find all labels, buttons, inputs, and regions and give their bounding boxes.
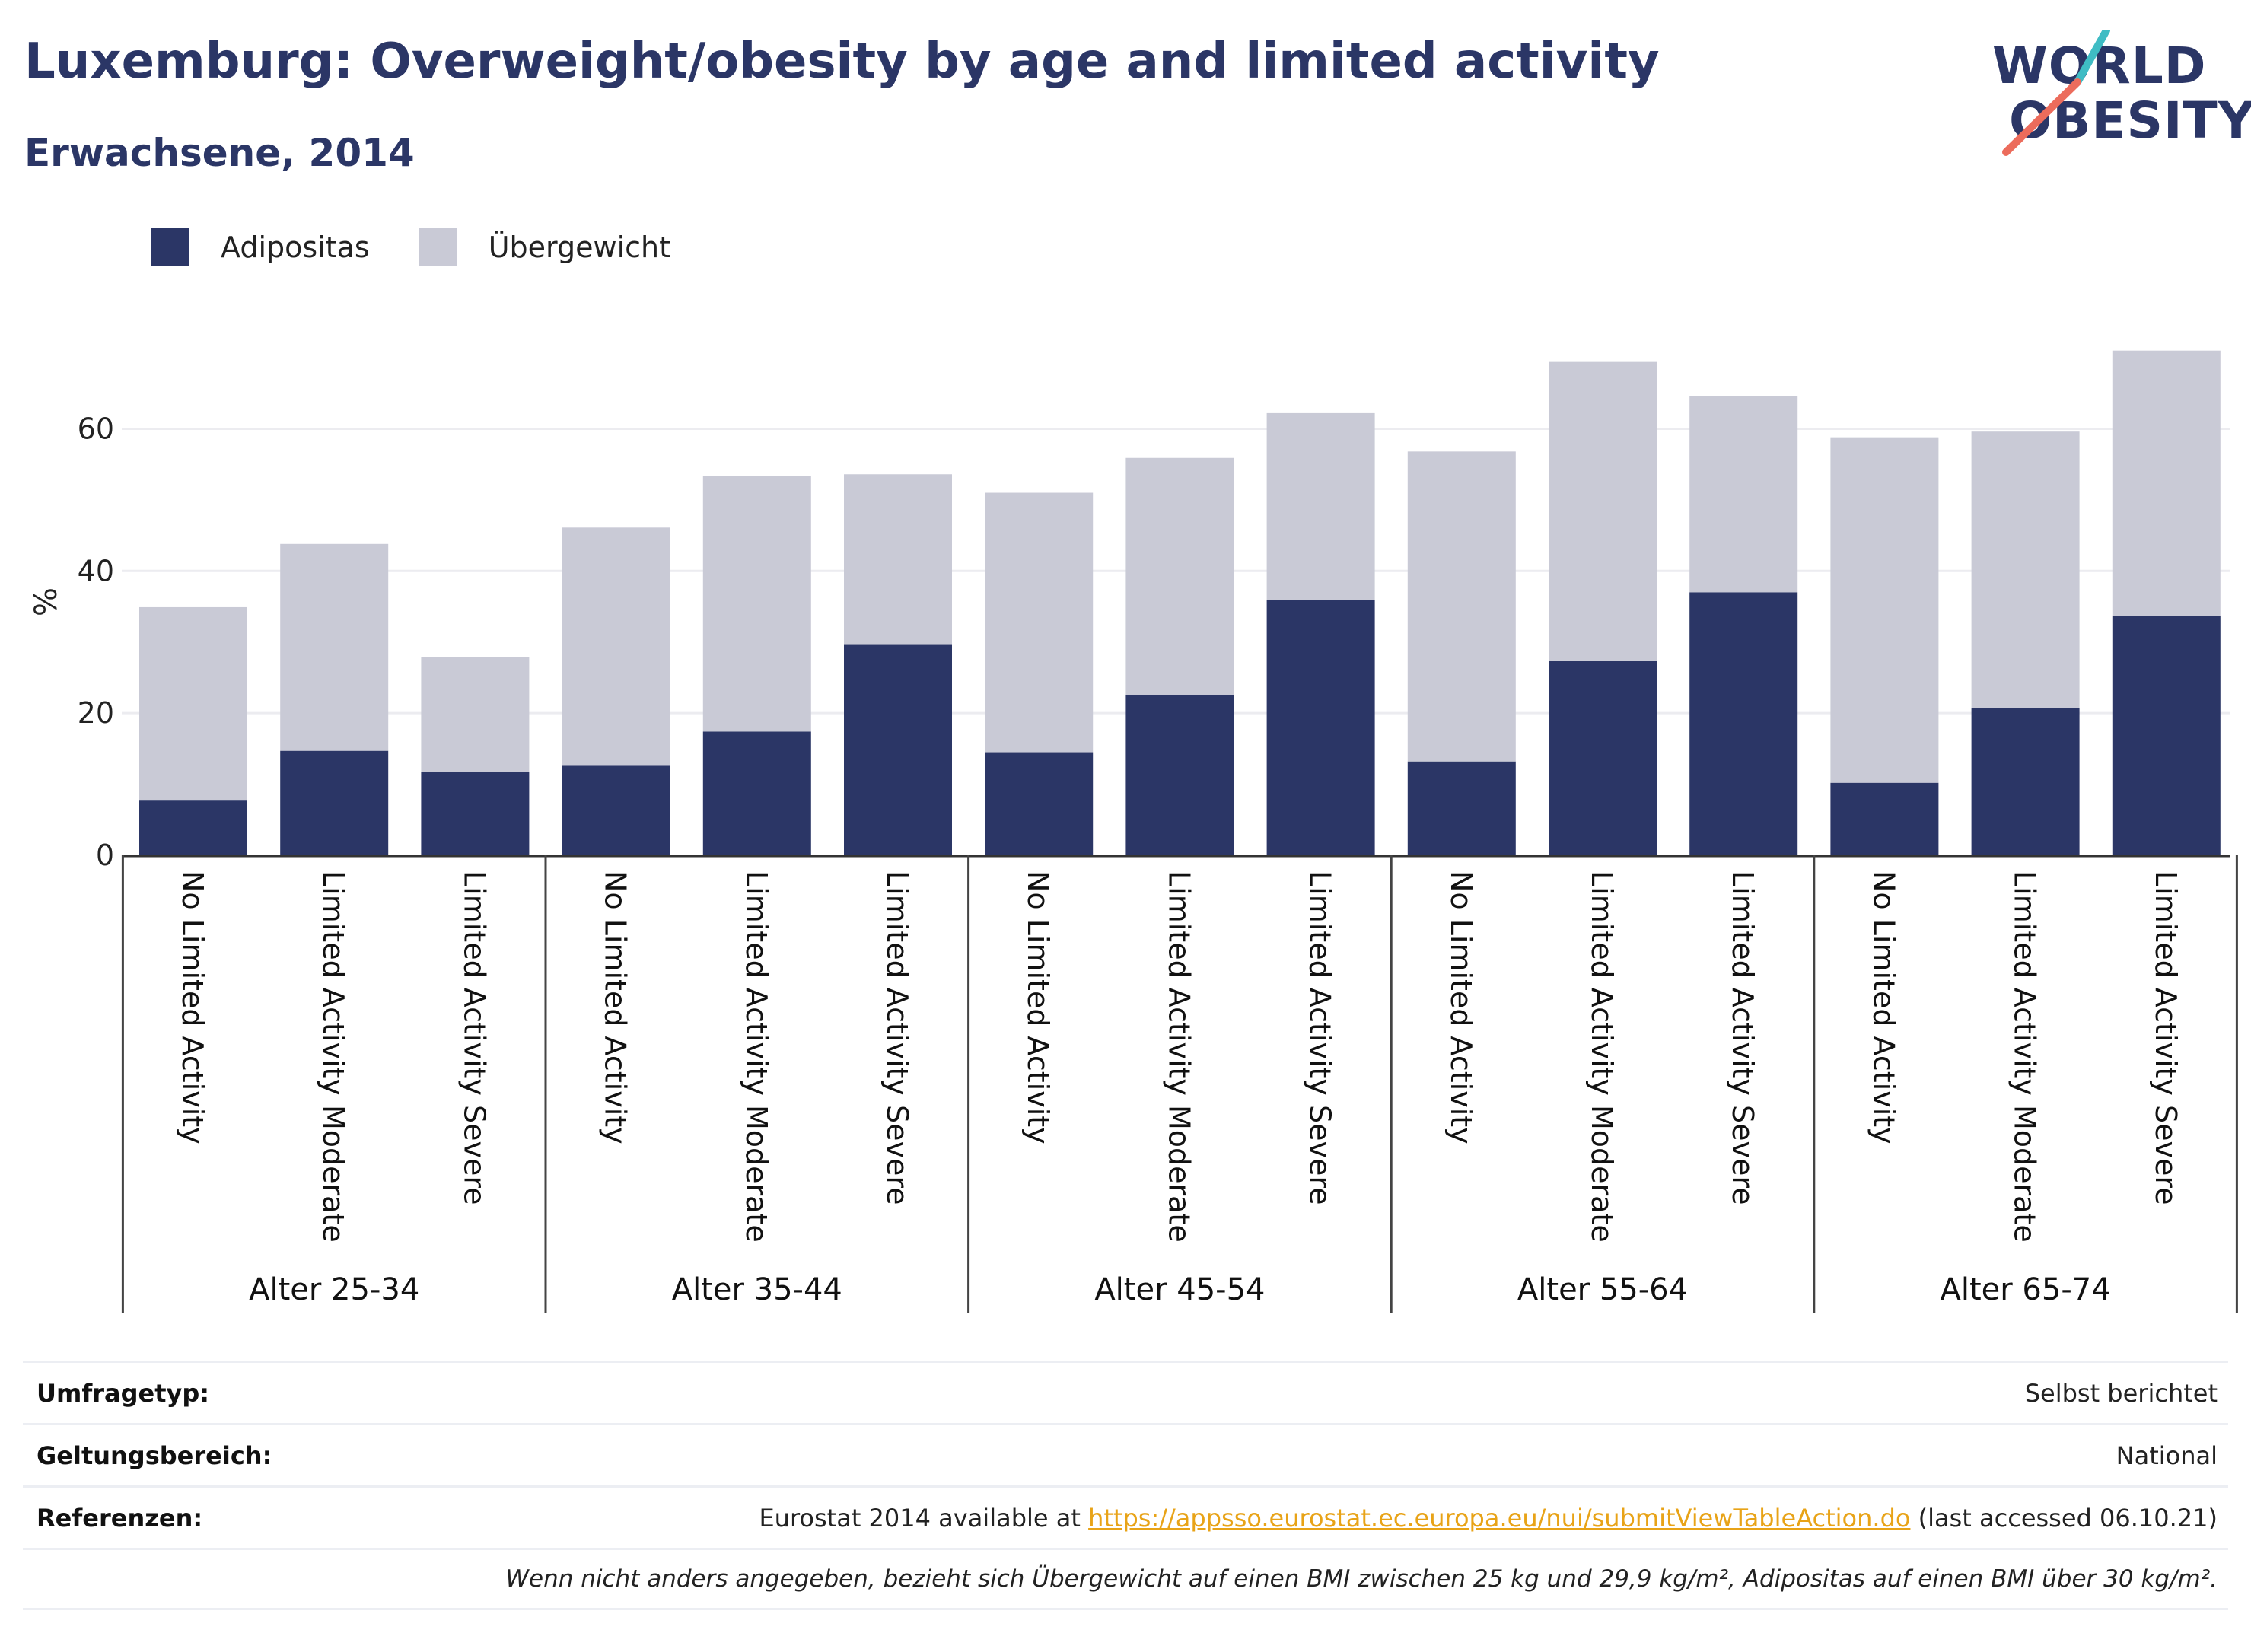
bar-uebergewicht — [2112, 350, 2221, 616]
x-category-label: Limited Activity Severe — [1304, 871, 1337, 1205]
bar-adipositas — [702, 731, 811, 855]
bar-adipositas — [421, 772, 530, 855]
references-prefix: Eurostat 2014 available at — [759, 1503, 1089, 1533]
y-axis-label: % — [29, 587, 64, 616]
references-link[interactable]: https://appsso.eurostat.ec.europa.eu/nui… — [1088, 1503, 1911, 1533]
x-category-label: No Limited Activity — [1021, 871, 1055, 1144]
x-group-label: Alter 55-64 — [1517, 1272, 1688, 1307]
logo-line-2: OBESITY — [2009, 91, 2251, 150]
bar-adipositas — [139, 800, 247, 855]
legend-item-adipositas[interactable]: Adipositas — [151, 228, 370, 266]
y-tick-label: 40 — [78, 554, 114, 587]
bar-uebergewicht — [1971, 431, 2080, 708]
bar-uebergewicht — [1830, 437, 1939, 783]
bar-adipositas — [844, 644, 952, 855]
bar-uebergewicht — [702, 476, 811, 732]
x-category-label: Limited Activity Moderate — [1585, 871, 1619, 1243]
x-category-label: No Limited Activity — [1444, 871, 1478, 1144]
legend-swatch-adipositas — [151, 228, 189, 266]
x-category-label: Limited Activity Moderate — [1162, 871, 1196, 1243]
x-category-label: No Limited Activity — [1867, 871, 1900, 1144]
y-tick-label: 60 — [78, 412, 114, 445]
bar-uebergewicht — [985, 492, 1094, 753]
bar-uebergewicht — [1549, 361, 1657, 661]
footer-note: Wenn nicht anders angegeben, bezieht sic… — [505, 1565, 2218, 1593]
bar-uebergewicht — [1266, 412, 1375, 600]
x-category-label: Limited Activity Moderate — [317, 871, 350, 1243]
legend-label-adipositas: Adipositas — [221, 231, 370, 264]
x-category-label: No Limited Activity — [599, 871, 632, 1144]
y-tick-label: 20 — [78, 696, 114, 730]
chart-footer: Umfragetyp: Selbst berichtet Geltungsber… — [23, 1361, 2228, 1610]
bar-adipositas — [1126, 694, 1234, 855]
bar-adipositas — [1407, 761, 1516, 855]
footer-row-note: Wenn nicht anders angegeben, bezieht sic… — [23, 1548, 2228, 1610]
bar-uebergewicht — [1126, 457, 1234, 695]
bar-uebergewicht — [421, 657, 530, 772]
bar-adipositas — [1971, 708, 2080, 855]
x-category-label: Limited Activity Severe — [880, 871, 914, 1205]
bar-uebergewicht — [844, 474, 952, 645]
bar-uebergewicht — [562, 527, 670, 766]
references-suffix: (last accessed 06.10.21) — [1910, 1503, 2218, 1533]
bar-adipositas — [1549, 660, 1657, 855]
world-obesity-logo: WORLD OBESITY — [1979, 30, 2251, 160]
footer-value: Eurostat 2014 available at https://appss… — [759, 1504, 2218, 1533]
x-category-label: Limited Activity Moderate — [2008, 871, 2042, 1243]
footer-value: National — [2116, 1440, 2218, 1470]
footer-label: Geltungsbereich: — [37, 1440, 272, 1470]
x-category-label: Limited Activity Severe — [457, 871, 491, 1205]
x-group-label: Alter 25-34 — [249, 1272, 419, 1307]
footer-row-scope: Geltungsbereich: National — [23, 1423, 2228, 1485]
chart-subtitle: Erwachsene, 2014 — [24, 131, 415, 175]
bar-adipositas — [2112, 616, 2221, 855]
x-category-label: No Limited Activity — [176, 871, 209, 1144]
stacked-bar-chart: 0 20 40 60% No Limited Activity Limited Activ… — [29, 350, 2238, 1313]
x-category-label: Limited Activity Severe — [2149, 871, 2183, 1205]
footer-row-references: Referenzen: Eurostat 2014 available at h… — [23, 1485, 2228, 1548]
x-group-label: Alter 65-74 — [1941, 1272, 2111, 1307]
footer-label: Referenzen: — [37, 1503, 203, 1533]
bar-uebergewicht — [280, 543, 389, 751]
logo-slash-icon — [2002, 30, 2110, 156]
bar-adipositas — [562, 765, 670, 855]
legend-swatch-uebergewicht — [418, 228, 457, 266]
y-tick-label: 0 — [96, 839, 114, 872]
x-category-label: Limited Activity Moderate — [740, 871, 773, 1243]
bar-adipositas — [985, 752, 1094, 855]
footer-row-survey-type: Umfragetyp: Selbst berichtet — [23, 1361, 2228, 1423]
bar-adipositas — [1266, 600, 1375, 855]
bar-uebergewicht — [1407, 451, 1516, 762]
bar-adipositas — [1689, 592, 1798, 855]
chart-title: Luxemburg: Overweight/obesity by age and… — [24, 33, 1660, 90]
bar-uebergewicht — [139, 606, 247, 801]
legend-item-uebergewicht[interactable]: Übergewicht — [418, 228, 670, 266]
legend-label-uebergewicht: Übergewicht — [488, 231, 670, 264]
chart-legend: Adipositas Übergewicht — [151, 227, 719, 268]
footer-label: Umfragetyp: — [37, 1378, 210, 1408]
bar-adipositas — [280, 750, 389, 855]
x-group-label: Alter 45-54 — [1094, 1272, 1265, 1307]
bar-adipositas — [1830, 782, 1939, 855]
footer-value: Selbst berichtet — [2024, 1378, 2218, 1408]
x-category-label: Limited Activity Severe — [1726, 871, 1759, 1205]
x-group-label: Alter 35-44 — [672, 1272, 842, 1307]
bar-uebergewicht — [1689, 396, 1798, 593]
